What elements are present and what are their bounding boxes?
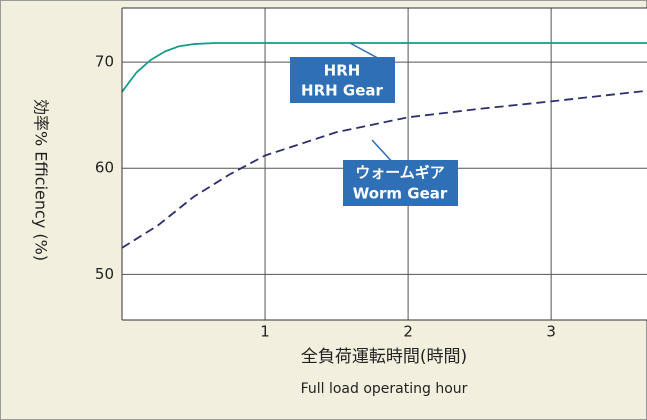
y-tick-label: 60 xyxy=(95,159,114,177)
y-tick-label: 50 xyxy=(95,265,114,283)
label-text: HRH Gear xyxy=(301,82,383,100)
series-line xyxy=(121,89,647,249)
hrh-callout: HRH HRH Gear xyxy=(290,42,395,103)
series-line xyxy=(121,42,647,93)
x-tick-label: 2 xyxy=(403,323,413,341)
x-tick-label: 3 xyxy=(546,323,556,341)
x-axis-label: 全負荷運転時間(時間) xyxy=(301,347,467,367)
label-box xyxy=(290,57,395,103)
x-tick-label: 1 xyxy=(260,323,270,341)
label-text: HRH xyxy=(324,62,361,80)
label-box xyxy=(343,160,458,206)
x-axis-label-en: Full load operating hour xyxy=(301,381,468,397)
y-axis-label: 効率% Efficiency (%) xyxy=(32,99,51,261)
worm-callout: ウォームギア Worm Gear xyxy=(343,139,458,206)
label-text: ウォームギア xyxy=(355,164,445,182)
label-text: Worm Gear xyxy=(353,185,448,203)
y-tick-label: 70 xyxy=(95,53,114,71)
